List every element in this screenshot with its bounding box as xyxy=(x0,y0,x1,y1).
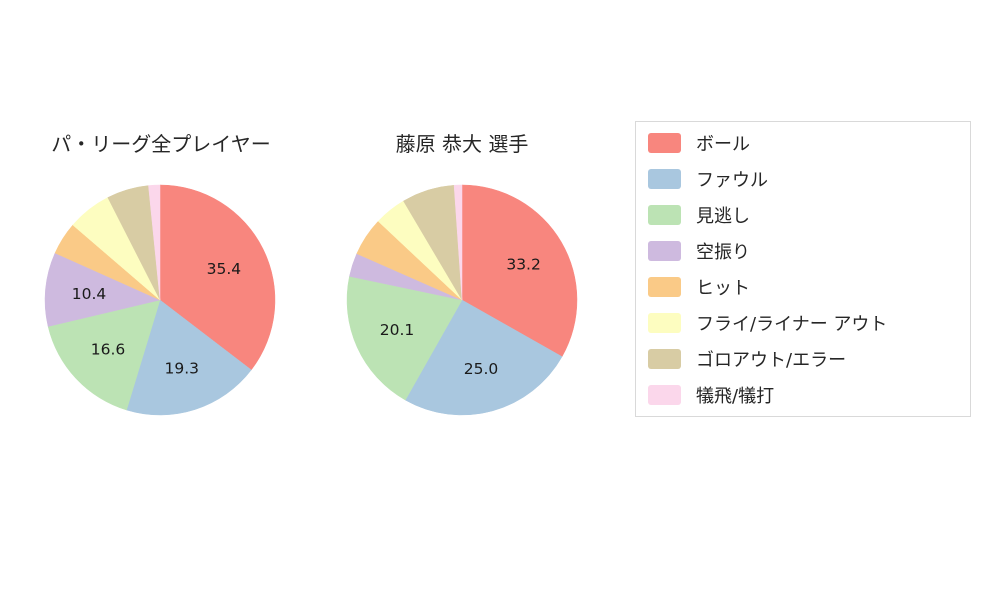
legend-item-sacrifice: 犠飛/犠打 xyxy=(636,377,970,413)
legend-item-fly-liner-out: フライ/ライナー アウト xyxy=(636,305,970,341)
pie-slice-value-label: 16.6 xyxy=(91,340,126,358)
legend-swatch-fly-liner-out xyxy=(648,313,681,333)
legend-item-foul: ファウル xyxy=(636,161,970,197)
legend: ボール ファウル 見逃し 空振り ヒット フライ/ライナー アウト ゴロアウト/… xyxy=(635,121,971,417)
legend-swatch-swinging-strike xyxy=(648,241,681,261)
legend-label-ground-out-error: ゴロアウト/エラー xyxy=(696,350,847,371)
pie-slice-value-label: 35.4 xyxy=(207,260,242,278)
legend-item-ball: ボール xyxy=(636,125,970,161)
pie-slice xyxy=(148,184,161,301)
legend-item-ground-out-error: ゴロアウト/エラー xyxy=(636,341,970,377)
pie-slice xyxy=(453,184,463,301)
pie-slice xyxy=(159,184,276,371)
pie-slice-value-label: 33.2 xyxy=(506,256,541,274)
pie-slice xyxy=(461,184,578,358)
legend-swatch-ground-out-error xyxy=(648,349,681,369)
pie-slice xyxy=(346,276,463,401)
legend-swatch-hit xyxy=(648,277,681,297)
pie-slice xyxy=(47,299,161,411)
legend-item-called-strike: 見逃し xyxy=(636,197,970,233)
legend-label-foul: ファウル xyxy=(696,170,768,191)
legend-label-sacrifice: 犠飛/犠打 xyxy=(696,386,775,407)
pie-slice xyxy=(404,299,563,416)
legend-label-hit: ヒット xyxy=(696,278,750,299)
legend-label-swinging-strike: 空振り xyxy=(696,242,750,263)
legend-swatch-ball xyxy=(648,133,681,153)
pie-slice xyxy=(126,299,252,416)
legend-item-swinging-strike: 空振り xyxy=(636,233,970,269)
pie-slice-value-label: 10.4 xyxy=(72,285,107,303)
pie-slice-value-label: 20.1 xyxy=(380,321,415,339)
legend-label-ball: ボール xyxy=(696,134,750,155)
legend-swatch-sacrifice xyxy=(648,385,681,405)
left-pie-title: パ・リーグ全プレイヤー xyxy=(51,132,271,156)
legend-label-fly-liner-out: フライ/ライナー アウト xyxy=(696,314,888,335)
legend-swatch-called-strike xyxy=(648,205,681,225)
pie-chart-player-fujiwara: 33.2 25.0 20.1 xyxy=(346,184,578,416)
legend-item-hit: ヒット xyxy=(636,269,970,305)
pie-chart-league-all-players: 35.4 19.3 16.6 10.4 xyxy=(44,184,276,416)
legend-swatch-foul xyxy=(648,169,681,189)
pie-slice-value-label: 19.3 xyxy=(165,359,200,377)
legend-label-called-strike: 見逃し xyxy=(696,206,750,227)
pie-slice xyxy=(44,252,161,327)
right-pie-title: 藤原 恭大 選手 xyxy=(395,132,529,156)
pie-slice-value-label: 25.0 xyxy=(464,360,499,378)
